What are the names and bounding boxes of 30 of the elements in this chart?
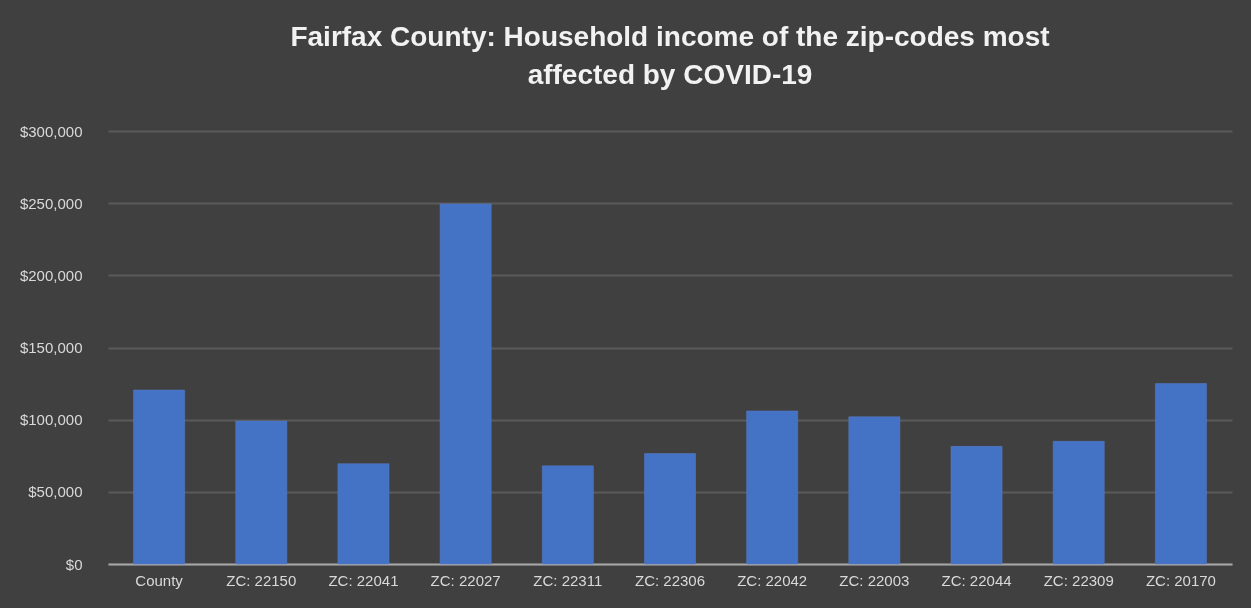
bar — [746, 410, 798, 565]
chart-title: Fairfax County: Household income of the zip-codes most affected by COVID-19 — [290, 21, 1050, 90]
y-tick-label: $300,000 — [19, 122, 83, 140]
bar — [1155, 383, 1207, 565]
y-tick-label: $150,000 — [19, 339, 83, 356]
x-tick-label: ZC: 20170 — [1145, 571, 1216, 589]
y-tick-label: $0 — [65, 555, 83, 573]
x-tick-label: ZC: 22311 — [533, 571, 603, 589]
bar — [235, 420, 288, 565]
bar — [542, 465, 594, 565]
y-tick-label: $200,000 — [19, 266, 83, 284]
bar — [439, 203, 492, 565]
bar — [337, 463, 390, 565]
y-tick-label: $50,000 — [28, 483, 83, 501]
x-tick-label: ZC: 22027 — [430, 571, 501, 589]
x-tick-label: ZC: 22150 — [226, 571, 297, 589]
y-tick-label: $250,000 — [19, 194, 83, 212]
bar — [950, 446, 1003, 565]
x-tick-label: ZC: 22042 — [737, 571, 808, 589]
x-tick-label: ZC: 22309 — [1043, 571, 1114, 589]
bar — [644, 453, 696, 565]
bar — [1052, 441, 1105, 565]
bar — [848, 416, 901, 565]
x-tick-label: ZC: 22306 — [634, 571, 706, 589]
x-tick-label: ZC: 22041 — [328, 571, 399, 589]
x-tick-label: County — [135, 571, 184, 589]
x-tick-label: ZC: 22044 — [941, 571, 1012, 589]
bar — [133, 389, 185, 565]
x-tick-label: ZC: 22003 — [839, 571, 910, 589]
y-tick-label: $100,000 — [19, 411, 83, 429]
